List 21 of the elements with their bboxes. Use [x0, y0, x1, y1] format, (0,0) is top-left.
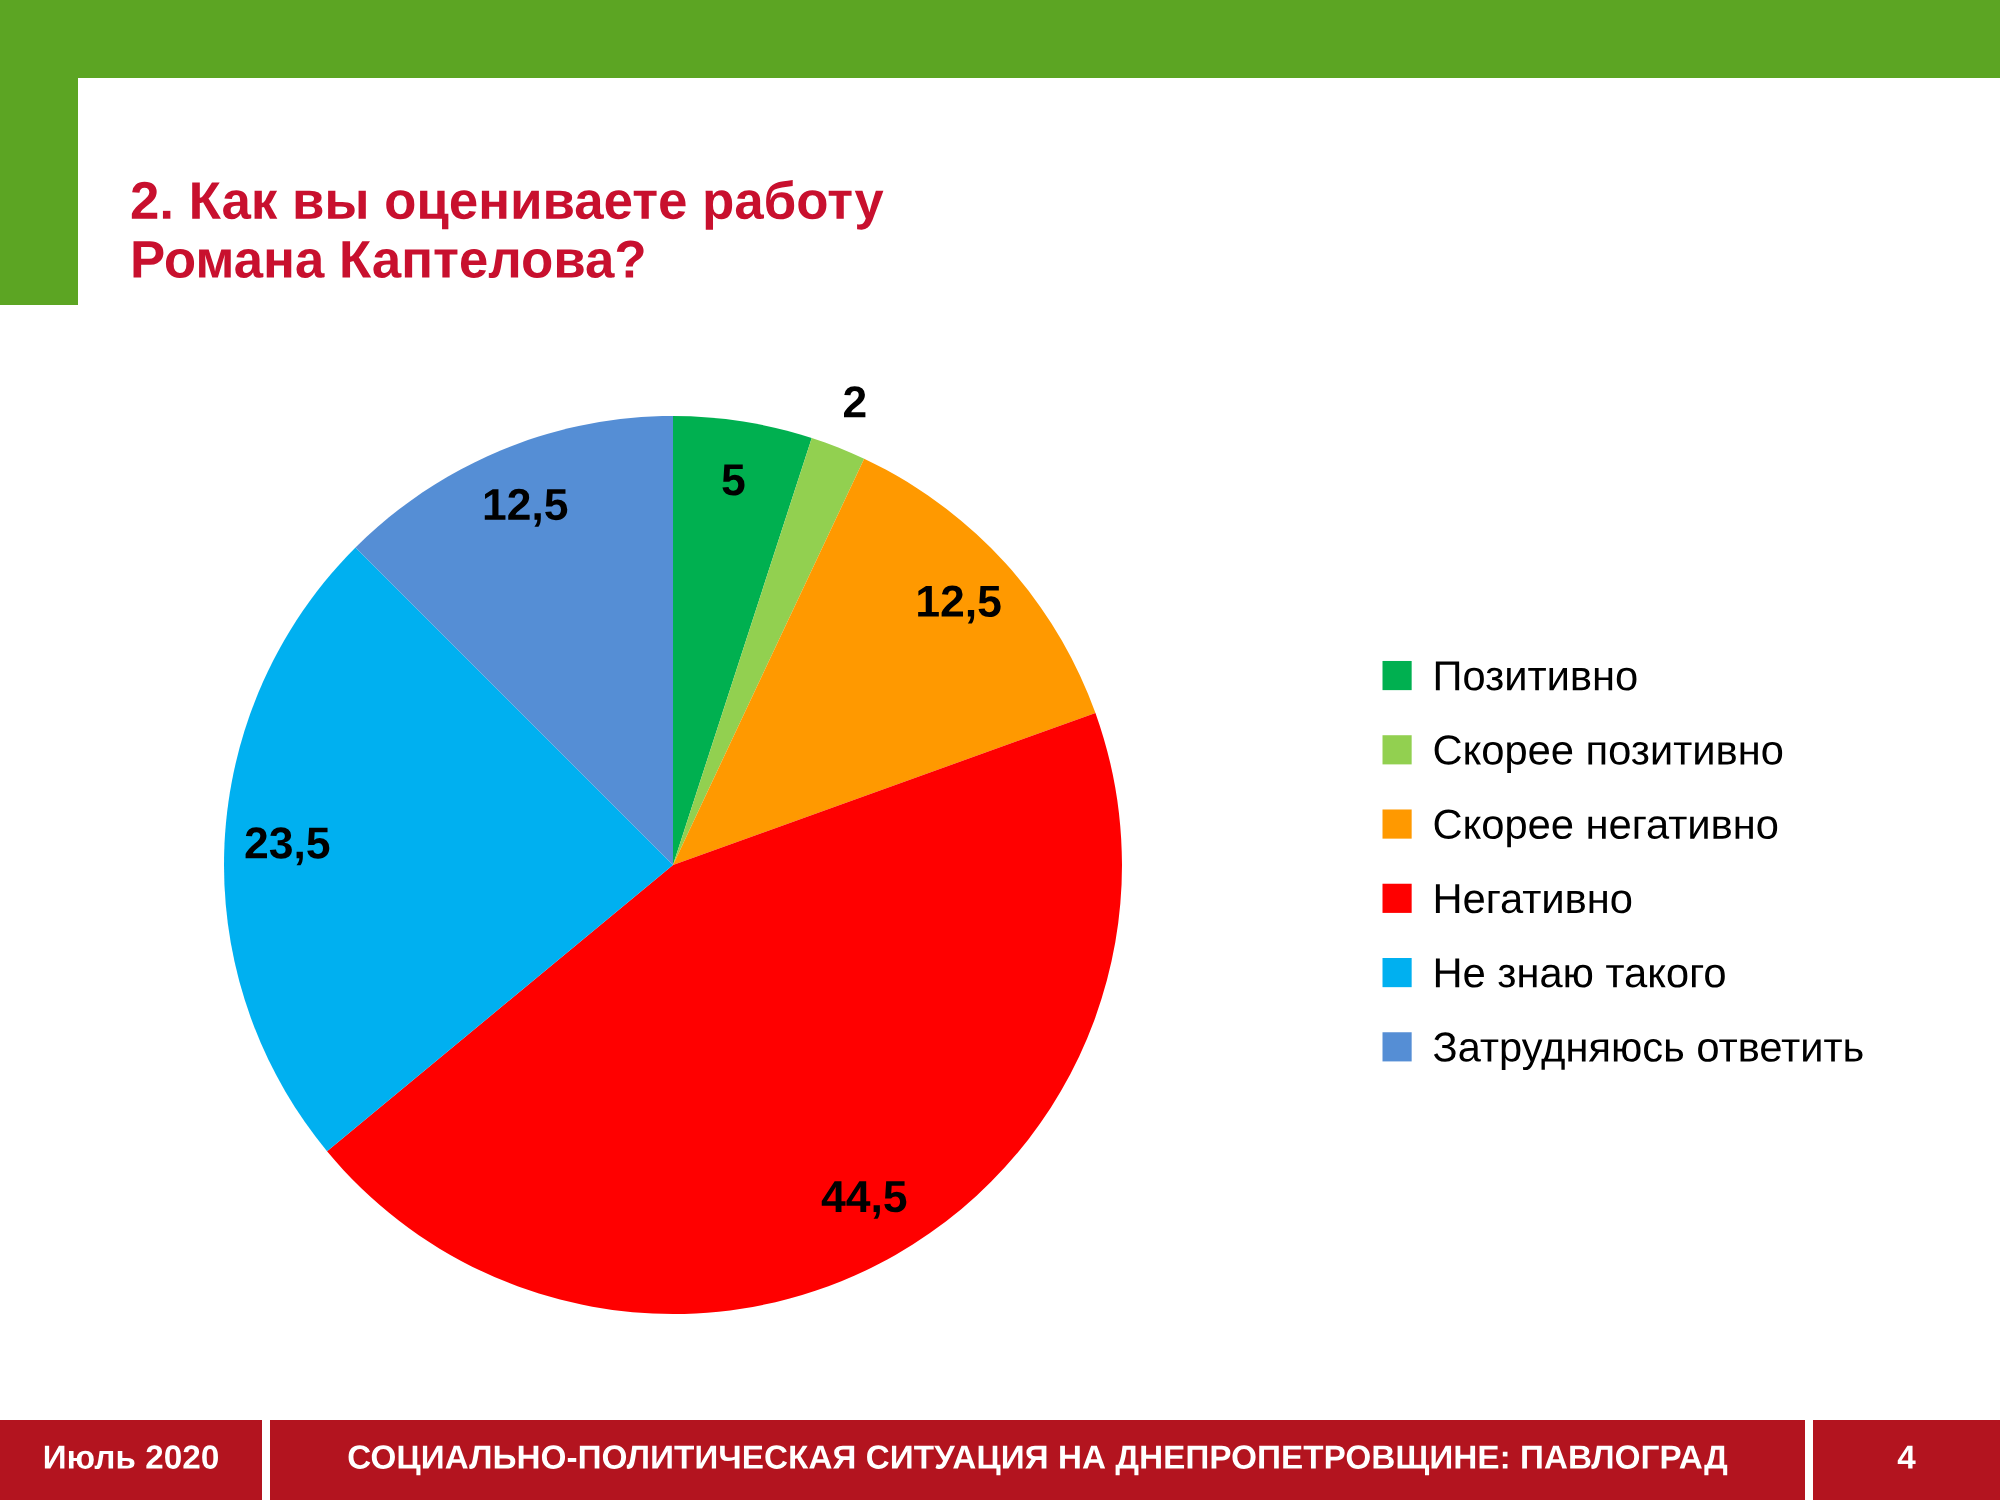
pie-slice — [224, 547, 673, 1152]
data-label: 12,5 — [918, 585, 1001, 624]
legend-label: Позитивно — [1435, 661, 1637, 691]
text: 4 — [1897, 1445, 1916, 1469]
legend-label: Негативно — [1435, 884, 1632, 914]
legend-label: Затрудняюсь ответить — [1433, 1032, 1863, 1071]
data-label: 5 — [722, 464, 745, 496]
data-label: 2 — [844, 386, 866, 418]
chart-title: 2. Как вы оцениваете работу Романа Каптелова? — [131, 180, 884, 278]
pie-slice — [673, 416, 812, 865]
pie-slice — [673, 437, 865, 865]
data-label: 12,5 — [484, 488, 568, 527]
legend-label: Не знаю такого — [1435, 958, 1725, 988]
text: Июль 2020 — [44, 1445, 218, 1469]
data-label: 23,5 — [245, 827, 330, 866]
legend-label: Скорее негативно — [1434, 809, 1778, 848]
pie-slice — [673, 458, 1096, 865]
text: СОЦИАЛЬНО-ПОЛИТИЧЕСКАЯ СИТУАЦИЯ НА ДНЕПРОПЕТРОВЩИНЕ: ПАВЛОГРАД — [348, 1445, 1728, 1476]
legend-label: Скорее позитивно — [1434, 735, 1783, 774]
pie-slice — [355, 416, 673, 865]
data-label: 44,5 — [821, 1181, 907, 1219]
